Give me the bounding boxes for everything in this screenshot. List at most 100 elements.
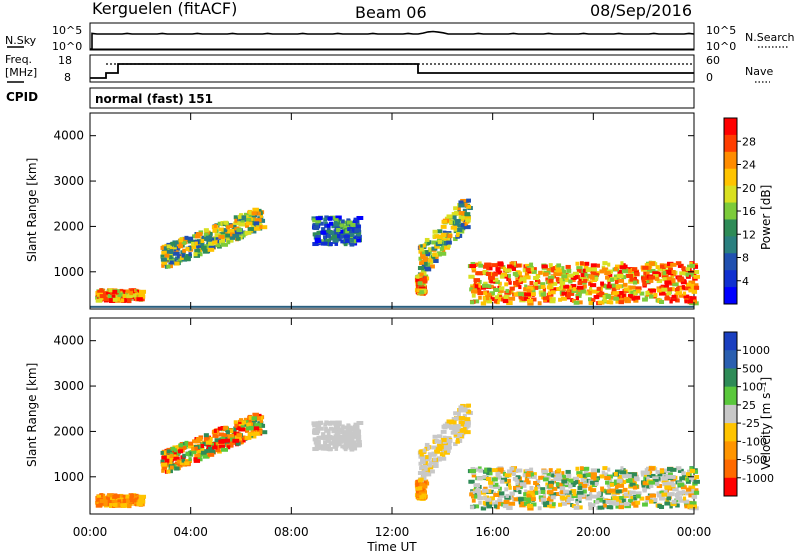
power-cell bbox=[321, 227, 326, 232]
power-cell bbox=[485, 296, 490, 301]
power-cell bbox=[161, 263, 165, 268]
power-cell bbox=[171, 245, 177, 250]
power-cell bbox=[550, 281, 558, 286]
velocity-cell bbox=[179, 460, 184, 465]
power-cell bbox=[461, 226, 466, 231]
power-cell bbox=[596, 286, 602, 291]
power-cell bbox=[99, 296, 105, 301]
velocity-cell bbox=[420, 460, 426, 465]
power-cell bbox=[534, 278, 539, 283]
power-cell bbox=[554, 286, 561, 291]
power-cell bbox=[207, 231, 213, 236]
velocity-cell bbox=[591, 503, 596, 508]
velocity-cell bbox=[346, 423, 351, 428]
velocity-cell bbox=[580, 493, 586, 498]
velocity-cell bbox=[596, 491, 602, 496]
velocity-cell bbox=[453, 442, 458, 447]
velocity-cell bbox=[559, 486, 566, 491]
velocity-cell bbox=[576, 505, 583, 510]
power-cell bbox=[623, 296, 630, 301]
velocity-cell bbox=[493, 504, 498, 509]
power-cell bbox=[238, 216, 242, 221]
velocity-cell bbox=[336, 433, 341, 438]
velocity-cell bbox=[565, 469, 571, 474]
cpid-label: CPID bbox=[6, 90, 38, 104]
power-cell bbox=[311, 216, 317, 221]
power-cell bbox=[170, 241, 176, 246]
velocity-cell bbox=[536, 490, 542, 495]
velocity-cell bbox=[447, 448, 451, 453]
power-cell bbox=[119, 296, 125, 301]
power-cell bbox=[506, 264, 513, 269]
velocity-cell bbox=[546, 490, 553, 495]
power-cell bbox=[587, 297, 593, 302]
colorbar-swatch bbox=[724, 423, 737, 442]
velocity-cell bbox=[441, 424, 448, 429]
colorbar-tick-label: 4 bbox=[742, 275, 749, 288]
velocity-cell bbox=[662, 476, 667, 481]
power-cell bbox=[312, 232, 319, 237]
velocity-cell bbox=[243, 417, 248, 422]
power-cell bbox=[684, 299, 688, 304]
velocity-cell bbox=[644, 468, 651, 473]
power-cell bbox=[463, 225, 471, 230]
velocity-cell bbox=[466, 403, 471, 408]
power-panel bbox=[89, 112, 700, 310]
velocity-cell bbox=[649, 483, 654, 488]
velocity-cell bbox=[621, 480, 627, 485]
power-cell bbox=[339, 229, 344, 234]
power-cell bbox=[464, 202, 468, 207]
velocity-cell bbox=[194, 446, 198, 451]
velocity-cell bbox=[462, 427, 467, 432]
velocity-cell bbox=[556, 468, 562, 473]
velocity-cell bbox=[498, 486, 502, 491]
power-cell bbox=[470, 300, 475, 305]
power-cell bbox=[550, 287, 557, 292]
power-cell bbox=[670, 297, 677, 302]
velocity-cell bbox=[466, 409, 472, 414]
velocity-cell bbox=[524, 489, 528, 494]
velocity-cell bbox=[648, 480, 655, 485]
power-cell bbox=[538, 270, 543, 275]
velocity-cell bbox=[204, 435, 210, 440]
power-cell bbox=[568, 279, 573, 284]
cpid-panel-frame bbox=[89, 87, 695, 109]
velocity-cell bbox=[590, 468, 597, 473]
power-cell bbox=[614, 264, 622, 269]
velocity-cell bbox=[542, 477, 549, 482]
velocity-cell bbox=[205, 440, 213, 445]
velocity-cell bbox=[246, 422, 252, 427]
velocity-cell bbox=[652, 476, 659, 481]
power-cell bbox=[331, 234, 338, 239]
power-cell bbox=[325, 238, 331, 243]
power-cell bbox=[450, 225, 458, 230]
power-cell bbox=[350, 222, 356, 227]
power-cell bbox=[656, 288, 662, 293]
velocity-cell bbox=[432, 457, 437, 462]
velocity-cell bbox=[657, 472, 663, 477]
velocity-cell bbox=[448, 425, 453, 430]
power-cell bbox=[657, 267, 663, 272]
colorbar-tick-label: 1000 bbox=[742, 344, 770, 357]
velocity-cell bbox=[617, 474, 624, 479]
power-cell bbox=[536, 285, 542, 290]
power-cell bbox=[323, 217, 328, 222]
power-cell bbox=[499, 264, 503, 269]
power-cell bbox=[687, 264, 691, 269]
velocity-cell bbox=[440, 437, 447, 442]
velocity-cell bbox=[450, 430, 458, 435]
velocity-cell bbox=[441, 445, 449, 450]
power-cell bbox=[240, 220, 245, 225]
velocity-cell bbox=[340, 444, 347, 449]
power-cell bbox=[432, 252, 437, 257]
xtick-label: 00:00 bbox=[677, 525, 712, 539]
velocity-cell bbox=[160, 459, 165, 464]
power-cell bbox=[509, 286, 515, 291]
power-cell bbox=[458, 203, 465, 208]
power-cell bbox=[473, 278, 481, 283]
plot-title: Kerguelen (fitACF) bbox=[92, 0, 237, 18]
velocity-cell bbox=[671, 483, 675, 488]
velocity-cell bbox=[667, 466, 674, 471]
power-cell bbox=[626, 269, 632, 274]
